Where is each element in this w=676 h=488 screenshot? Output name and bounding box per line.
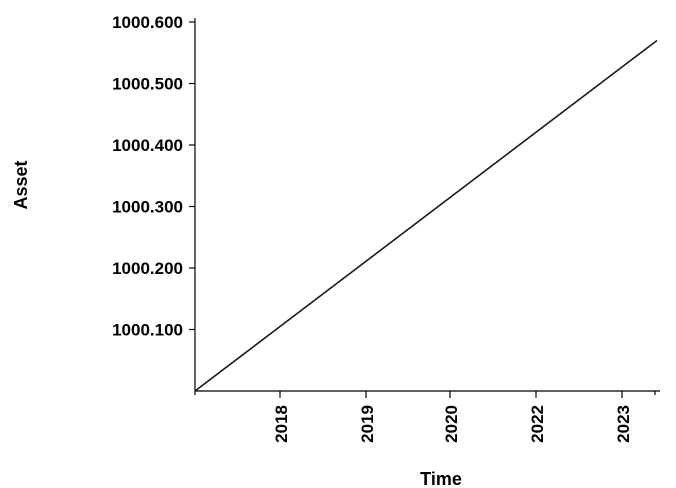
y-ticks: 1000.100 1000.200 1000.300 1000.400 1000.500… [112, 13, 195, 340]
y-axis-title: Asset [11, 160, 31, 209]
x-tick-label: 2019 [358, 405, 377, 443]
y-tick-label: 1000.300 [112, 198, 183, 217]
x-axis-title: Time [420, 469, 462, 488]
y-tick-label: 1000.100 [112, 321, 183, 340]
y-tick-label: 1000.600 [112, 13, 183, 32]
series-line [194, 39, 658, 392]
x-tick-label: 2020 [442, 405, 461, 443]
y-tick-label: 1000.200 [112, 259, 183, 278]
series-group [194, 39, 658, 392]
y-tick-label: 1000.500 [112, 75, 183, 94]
x-tick-label: 2022 [528, 405, 547, 443]
x-tick-label: 2023 [614, 405, 633, 443]
x-axis: 2018 2019 2020 2022 2023 [194, 390, 660, 443]
y-axis: 1000.100 1000.200 1000.300 1000.400 1000.500… [112, 13, 196, 391]
x-tick-label: 2018 [272, 405, 291, 443]
y-tick-label: 1000.400 [112, 136, 183, 155]
x-ticks: 2018 2019 2020 2022 2023 [194, 391, 656, 443]
